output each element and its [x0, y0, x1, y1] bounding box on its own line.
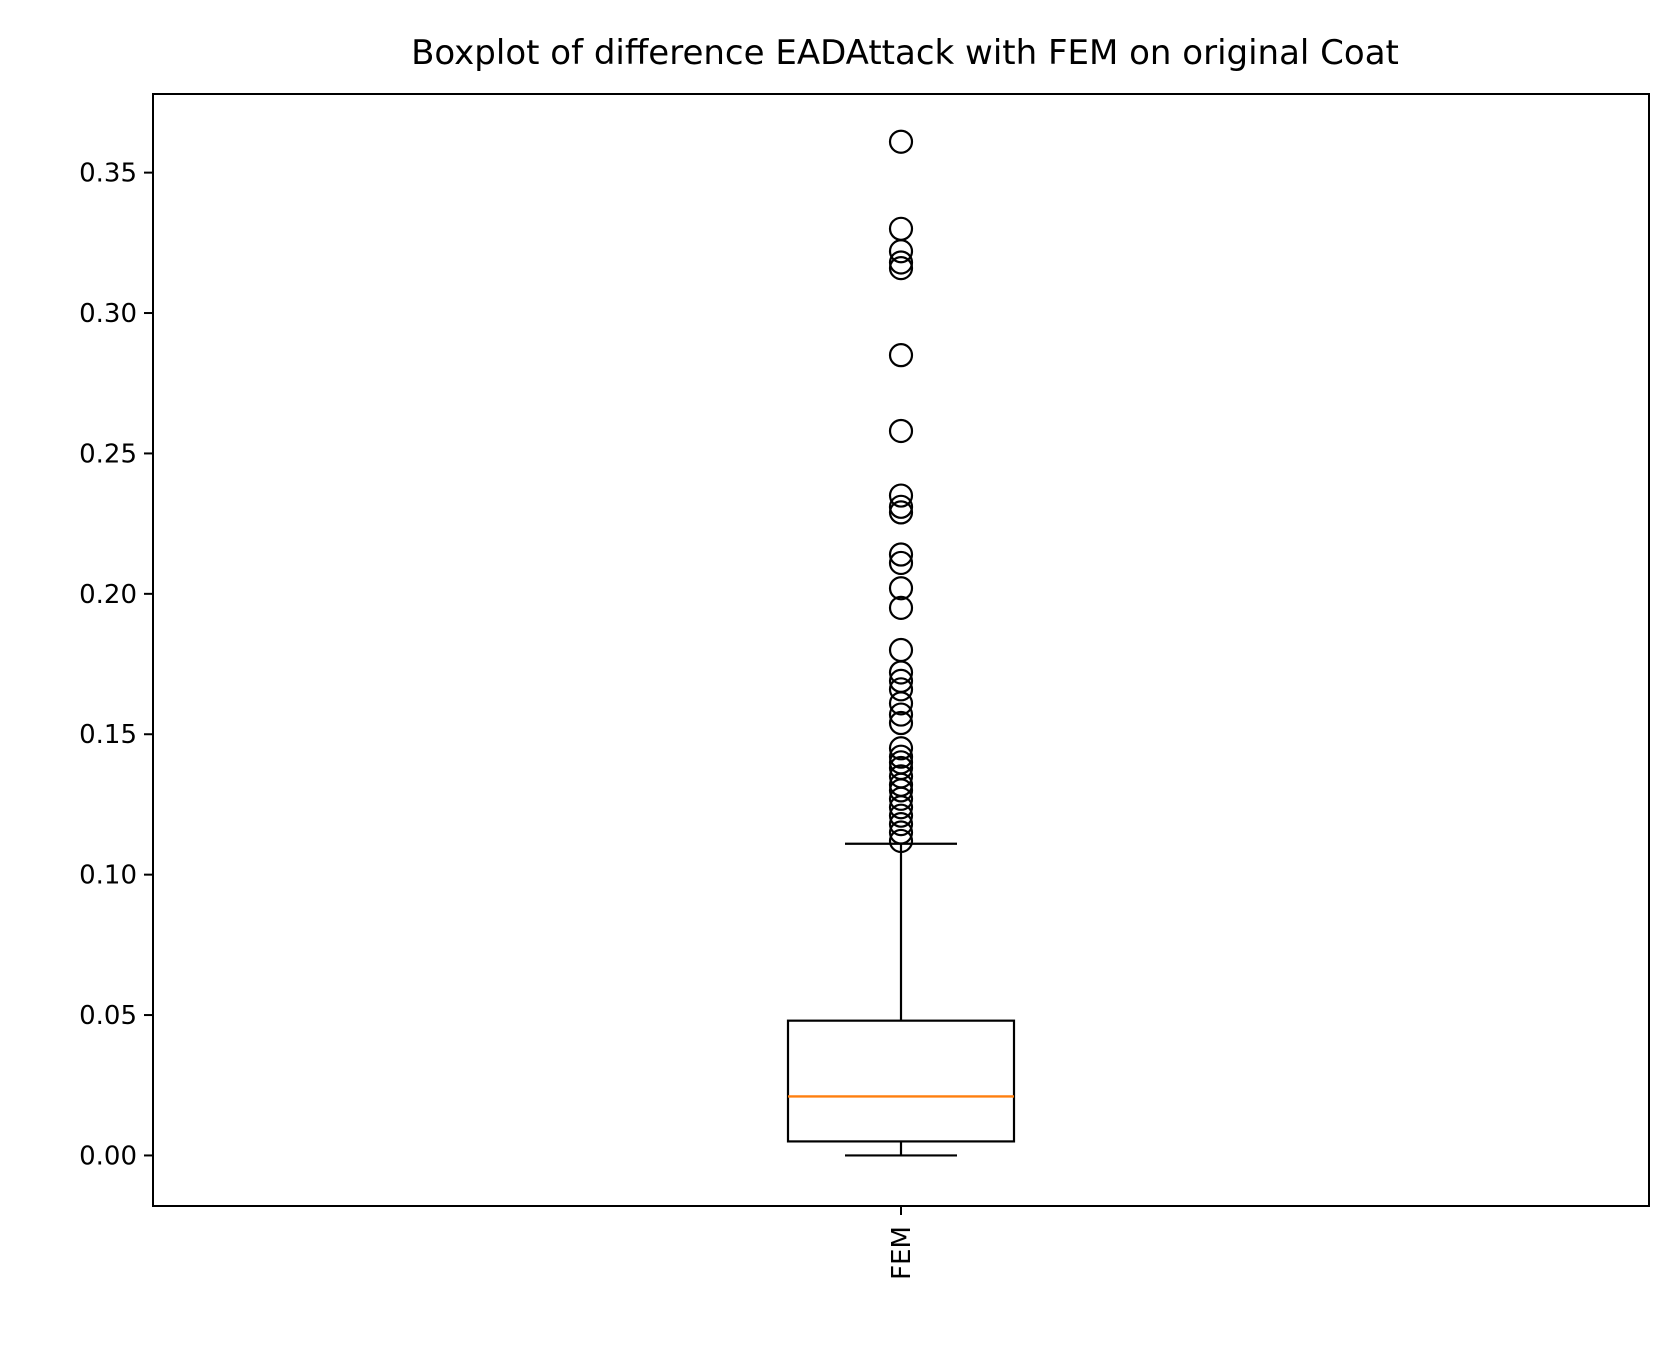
outlier-point — [888, 786, 914, 811]
y-tick-label: 0.15 — [79, 720, 137, 750]
outlier-point — [888, 710, 914, 736]
plot-area — [152, 93, 1650, 1207]
outlier-point — [888, 778, 914, 803]
outlier-point — [888, 691, 914, 716]
outlier-point — [888, 637, 914, 663]
outlier-point — [888, 494, 914, 519]
outlier-point — [888, 660, 914, 685]
outlier-point — [888, 256, 914, 281]
outlier-point — [888, 828, 914, 854]
chart-title: Boxplot of difference EADAttack with FEM… — [411, 33, 1399, 73]
y-axis: 0.00 0.05 0.10 0.15 0.20 0.25 0.30 0.35 — [79, 159, 153, 1171]
outlier-point — [888, 239, 914, 264]
y-tick-label: 0.20 — [79, 580, 137, 610]
outlier-point — [888, 550, 914, 576]
y-tick-label: 0.05 — [79, 1001, 137, 1031]
outlier-point — [888, 418, 914, 444]
y-tick-label: 0.00 — [79, 1141, 137, 1171]
y-tick-label: 0.30 — [79, 299, 137, 329]
x-tick-label: FEM — [887, 1226, 917, 1280]
outlier-point — [888, 542, 914, 567]
outlier-point — [888, 576, 914, 601]
x-axis: FEM — [887, 1206, 917, 1280]
outlier-point — [888, 702, 914, 727]
y-tick-label: 0.25 — [79, 439, 137, 469]
y-tick-label: 0.10 — [79, 861, 137, 891]
outlier-point — [888, 595, 914, 620]
box-group — [786, 129, 1016, 1157]
outlier-point — [888, 343, 914, 368]
iqr-box — [786, 1019, 1016, 1143]
outlier-point — [888, 677, 914, 702]
outlier-point — [888, 812, 914, 837]
outlier-point — [888, 250, 914, 275]
outlier-point — [888, 820, 914, 845]
outlier-point — [888, 216, 914, 241]
outlier-point — [888, 803, 914, 828]
outlier-point — [888, 500, 914, 525]
outlier-point — [888, 795, 914, 820]
outlier-point — [888, 736, 914, 761]
outlier-point — [888, 129, 914, 154]
outlier-point — [888, 483, 914, 508]
outlier-point — [888, 744, 914, 769]
y-tick-label: 0.35 — [79, 159, 137, 189]
